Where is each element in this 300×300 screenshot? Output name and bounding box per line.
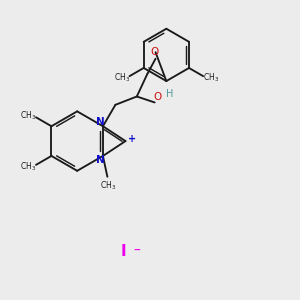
Text: CH$_3$: CH$_3$ <box>100 179 116 192</box>
Text: +: + <box>128 134 136 144</box>
Text: H: H <box>167 88 174 98</box>
Text: O: O <box>151 47 159 57</box>
Text: N: N <box>96 155 105 165</box>
Text: CH$_3$: CH$_3$ <box>20 160 36 173</box>
Text: CH$_3$: CH$_3$ <box>20 109 36 122</box>
Text: –: – <box>133 244 140 258</box>
Text: O: O <box>154 92 162 101</box>
Text: I: I <box>120 244 126 259</box>
Text: N: N <box>96 117 105 128</box>
Text: CH$_3$: CH$_3$ <box>114 71 130 84</box>
Text: CH$_3$: CH$_3$ <box>203 71 219 84</box>
